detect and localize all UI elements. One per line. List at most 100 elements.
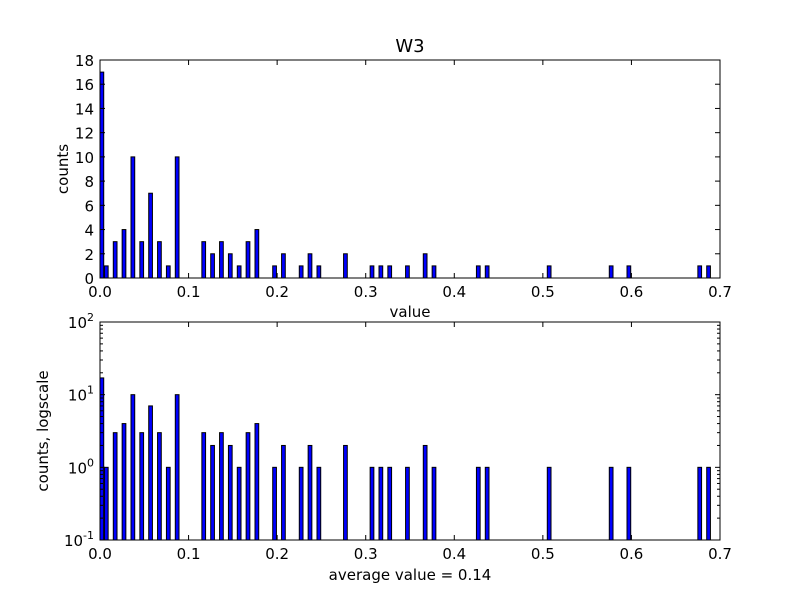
y-tick-label: 4 xyxy=(84,222,94,240)
histogram-bar xyxy=(174,156,180,279)
histogram-bar xyxy=(130,156,136,279)
histogram-bar xyxy=(236,466,242,541)
histogram-bar xyxy=(475,265,481,279)
histogram-bar xyxy=(130,394,136,541)
histogram-bar xyxy=(236,265,242,279)
histogram-bar xyxy=(422,444,428,541)
histogram-bar xyxy=(121,423,127,541)
x-axis-label: value xyxy=(390,303,431,321)
x-tick-label: 0.2 xyxy=(265,545,289,563)
histogram-bar xyxy=(484,466,490,541)
histogram-bar xyxy=(99,377,105,541)
histogram-bar xyxy=(387,466,393,541)
y-tick-label: 101 xyxy=(68,384,94,405)
y-axis-label: counts xyxy=(54,144,72,194)
histogram-bar xyxy=(405,265,410,279)
histogram-bar xyxy=(307,444,313,541)
histogram-bar xyxy=(254,423,260,541)
y-tick-label: 2 xyxy=(84,246,94,264)
y-tick-label: 102 xyxy=(68,311,94,332)
histogram-bar xyxy=(148,405,153,541)
histogram-bar xyxy=(272,265,277,279)
y-tick-label: 12 xyxy=(75,125,94,143)
x-tick-label: 0.1 xyxy=(177,545,201,563)
histogram-bar xyxy=(422,253,428,279)
histogram-bar xyxy=(546,466,552,541)
x-tick-label: 0.4 xyxy=(442,283,466,301)
histogram-bar xyxy=(697,466,703,541)
histogram-bar xyxy=(475,466,481,541)
y-tick-label: 100 xyxy=(68,456,94,477)
x-tick-label: 0.4 xyxy=(442,545,466,563)
x-tick-label: 0.6 xyxy=(619,545,643,563)
x-tick-label: 0.7 xyxy=(708,545,732,563)
histogram-bar xyxy=(405,466,410,541)
histogram-bar xyxy=(343,253,348,279)
histogram-bar xyxy=(165,265,171,279)
histogram-bar xyxy=(103,466,109,541)
histogram-bar xyxy=(608,466,614,541)
histogram-bar xyxy=(546,265,552,279)
histogram-bar xyxy=(174,394,180,541)
x-tick-label: 0.6 xyxy=(619,283,643,301)
histogram-bar xyxy=(626,265,632,279)
histogram-bar xyxy=(281,253,286,279)
histogram-bar xyxy=(201,432,207,541)
histogram-bar xyxy=(245,241,251,279)
x-tick-label: 0.0 xyxy=(88,283,112,301)
histogram-bar xyxy=(219,241,224,279)
histogram-bar xyxy=(245,432,251,541)
plot-frame xyxy=(99,321,721,541)
histogram-bar xyxy=(378,466,384,541)
histogram-bar xyxy=(281,444,286,541)
histogram-bar xyxy=(298,466,304,541)
x-axis-label: average value = 0.14 xyxy=(329,566,492,584)
histogram-bar xyxy=(201,241,207,279)
histogram-bar xyxy=(343,444,348,541)
y-tick-label: 8 xyxy=(84,173,94,191)
histogram-bar xyxy=(121,229,127,279)
histogram-bar xyxy=(387,265,393,279)
y-tick-label: 0 xyxy=(84,270,94,288)
x-tick-label: 0.5 xyxy=(531,283,555,301)
histogram-bar xyxy=(307,253,313,279)
histogram-bar xyxy=(369,265,375,279)
histogram-bar xyxy=(431,265,437,279)
histogram-bar xyxy=(219,432,224,541)
histogram-bar xyxy=(157,432,162,541)
histogram-bar xyxy=(139,432,145,541)
histogram-bar xyxy=(378,265,384,279)
x-tick-label: 0.3 xyxy=(354,283,378,301)
y-tick-label: 18 xyxy=(75,52,94,70)
histogram-bar xyxy=(272,466,277,541)
histogram-bar xyxy=(210,444,215,541)
x-tick-label: 0.7 xyxy=(708,283,732,301)
y-tick-label: 14 xyxy=(75,100,94,118)
histogram-bar xyxy=(298,265,304,279)
histogram-bar xyxy=(316,466,322,541)
x-tick-label: 0.0 xyxy=(88,545,112,563)
y-tick-label: 10-1 xyxy=(64,529,94,550)
histogram-bar xyxy=(706,466,711,541)
histogram-bar xyxy=(148,192,153,279)
y-tick-label: 16 xyxy=(75,76,94,94)
histogram-bar xyxy=(369,466,375,541)
bottom-log-histogram-chart: average value = 0.14 counts, logscale 0.… xyxy=(34,311,732,584)
x-tick-label: 0.5 xyxy=(531,545,555,563)
histogram-bar xyxy=(165,466,171,541)
x-tick-label: 0.1 xyxy=(177,283,201,301)
histogram-bar xyxy=(227,253,233,279)
histogram-bar xyxy=(157,241,162,279)
histogram-bar xyxy=(431,466,437,541)
histogram-bar xyxy=(484,265,490,279)
y-axis-label: counts, logscale xyxy=(34,370,52,491)
histogram-bar xyxy=(608,265,614,279)
histogram-bar xyxy=(227,444,233,541)
histogram-bar xyxy=(697,265,703,279)
chart-title: W3 xyxy=(395,36,424,57)
histogram-bar xyxy=(254,229,260,279)
histogram-bar xyxy=(103,265,109,279)
x-tick-label: 0.2 xyxy=(265,283,289,301)
